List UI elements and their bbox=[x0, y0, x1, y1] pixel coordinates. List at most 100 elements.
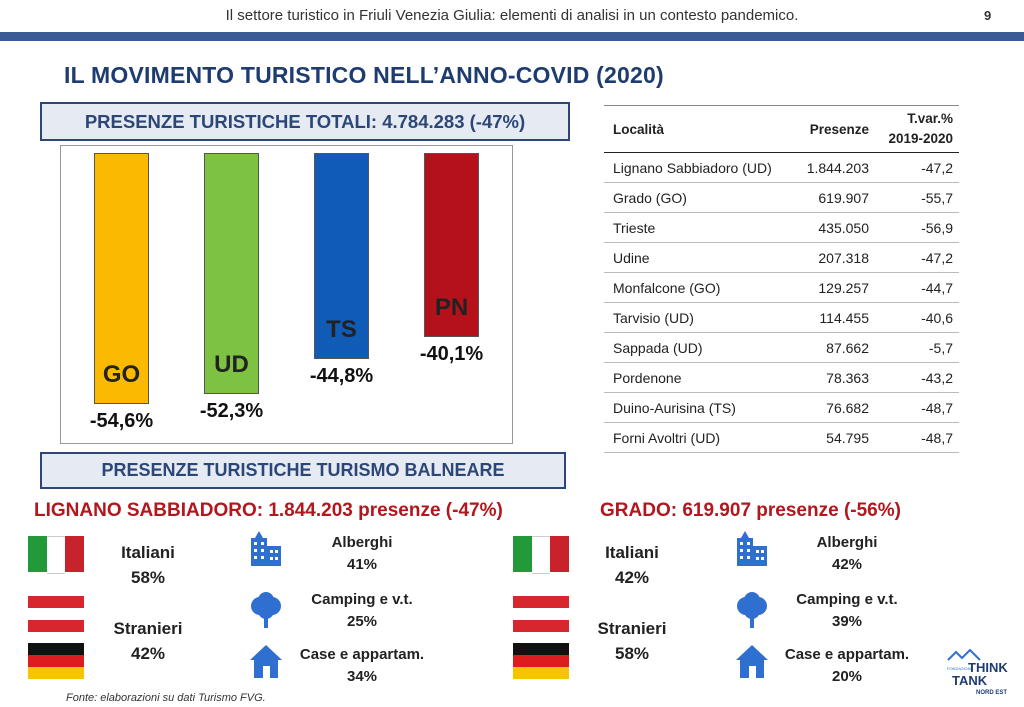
bar-chart: GO -54,6% UD -52,3% TS -44,8% PN -40,1% bbox=[60, 145, 513, 444]
cell-presenze: 129.257 bbox=[799, 272, 869, 303]
cell-localita: Trieste bbox=[604, 212, 799, 243]
italiani-pct: 58% bbox=[130, 568, 166, 587]
bar-ts: TS bbox=[314, 153, 369, 360]
table-row: Lignano Sabbiadoro (UD) 1.844.203 -47,2 bbox=[604, 152, 959, 183]
cell-localita: Monfalcone (GO) bbox=[604, 272, 799, 303]
case-pct: 20% bbox=[831, 668, 863, 685]
stranieri-label: Stranieri bbox=[113, 619, 183, 638]
cell-localita: Pordenone bbox=[604, 362, 799, 393]
bar-go: GO bbox=[94, 153, 149, 405]
bar-value-label: -40,1% bbox=[419, 343, 484, 366]
svg-text:NORD EST: NORD EST bbox=[976, 690, 1007, 696]
bar-category-label: UD bbox=[214, 350, 249, 378]
lignano-title: LIGNANO SABBIADORO: 1.844.203 presenze (… bbox=[34, 500, 503, 521]
italiani-label: Italiani bbox=[121, 543, 175, 562]
austria-flag-icon bbox=[513, 596, 569, 632]
grado-camping: Camping e v.t. 39% bbox=[762, 589, 932, 633]
box-turismo-balneare: PRESENZE TURISTICHE TURISMO BALNEARE bbox=[40, 452, 566, 489]
camping-pct: 25% bbox=[346, 613, 378, 630]
lignano-alberghi: Alberghi 41% bbox=[277, 532, 447, 576]
cell-tvar: -40,6 bbox=[869, 302, 959, 333]
header-localita: Località bbox=[604, 106, 799, 153]
building-icon bbox=[737, 531, 767, 566]
cell-tvar: -44,7 bbox=[869, 272, 959, 303]
stranieri-pct: 58% bbox=[614, 644, 650, 663]
lignano-italiani: Italiani 58% bbox=[96, 540, 200, 590]
alberghi-pct: 42% bbox=[831, 556, 863, 573]
cell-presenze: 78.363 bbox=[799, 362, 869, 393]
grado-alberghi: Alberghi 42% bbox=[762, 532, 932, 576]
stranieri-label: Stranieri bbox=[597, 619, 667, 638]
camping-label: Camping e v.t. bbox=[796, 591, 898, 608]
page-title: IL MOVIMENTO TURISTICO NELL’ANNO-COVID (… bbox=[64, 62, 664, 88]
think-tank-logo: FONDAZIONE THINK TANK NORD EST bbox=[947, 648, 1008, 696]
header-tvar-line1: T.var.% bbox=[907, 111, 953, 126]
alberghi-label: Alberghi bbox=[331, 534, 393, 551]
grado-title: GRADO: 619.907 presenze (-56%) bbox=[600, 500, 901, 521]
cell-tvar: -47,2 bbox=[869, 152, 959, 183]
camping-label: Camping e v.t. bbox=[311, 591, 413, 608]
stranieri-pct: 42% bbox=[130, 644, 166, 663]
tree-icon bbox=[737, 592, 767, 628]
grado-stranieri: Stranieri 58% bbox=[580, 616, 684, 666]
running-title: Il settore turistico in Friuli Venezia G… bbox=[225, 7, 799, 24]
lignano-camping: Camping e v.t. 25% bbox=[277, 589, 447, 633]
cell-localita: Lignano Sabbiadoro (UD) bbox=[604, 152, 799, 183]
cell-localita: Grado (GO) bbox=[604, 182, 799, 213]
table-row: Tarvisio (UD) 114.455 -40,6 bbox=[604, 302, 959, 333]
localita-table: Località Presenze T.var.% 2019-2020 Lign… bbox=[604, 106, 959, 453]
lignano-case: Case e appartam. 34% bbox=[277, 644, 447, 688]
table-row: Duino-Aurisina (TS) 76.682 -48,7 bbox=[604, 392, 959, 423]
bar-category-label: TS bbox=[326, 316, 357, 344]
house-icon bbox=[736, 645, 768, 678]
germany-flag-icon bbox=[513, 643, 569, 679]
grado-italiani: Italiani 42% bbox=[580, 540, 684, 590]
tree-icon bbox=[251, 592, 281, 628]
table-row: Udine 207.318 -47,2 bbox=[604, 242, 959, 273]
bar-value-label: -52,3% bbox=[199, 399, 264, 422]
cell-presenze: 435.050 bbox=[799, 212, 869, 243]
building-icon bbox=[251, 531, 281, 566]
header-bar bbox=[0, 32, 1024, 41]
svg-text:FONDAZIONE: FONDAZIONE bbox=[947, 666, 974, 671]
cell-localita: Forni Avoltri (UD) bbox=[604, 422, 799, 453]
italiani-label: Italiani bbox=[605, 543, 659, 562]
bar-ud: UD bbox=[204, 153, 259, 394]
bar-category-label: PN bbox=[434, 294, 469, 322]
table-row: Sappada (UD) 87.662 -5,7 bbox=[604, 332, 959, 363]
cell-presenze: 207.318 bbox=[799, 242, 869, 273]
table-row: Forni Avoltri (UD) 54.795 -48,7 bbox=[604, 422, 959, 453]
italiani-pct: 42% bbox=[614, 568, 650, 587]
table-row: Monfalcone (GO) 129.257 -44,7 bbox=[604, 272, 959, 303]
cell-localita: Sappada (UD) bbox=[604, 332, 799, 363]
cell-tvar: -56,9 bbox=[869, 212, 959, 243]
svg-text:THINK: THINK bbox=[968, 660, 1008, 675]
italy-flag-icon bbox=[28, 536, 85, 574]
case-label: Case e appartam. bbox=[784, 646, 910, 663]
case-pct: 34% bbox=[346, 668, 378, 685]
grado-case: Case e appartam. 20% bbox=[762, 644, 932, 688]
cell-tvar: -43,2 bbox=[869, 362, 959, 393]
cell-localita: Udine bbox=[604, 242, 799, 273]
header-tvar-line2: 2019-2020 bbox=[888, 131, 953, 146]
table-row: Trieste 435.050 -56,9 bbox=[604, 212, 959, 243]
page-number: 9 bbox=[984, 8, 992, 23]
camping-pct: 39% bbox=[831, 613, 863, 630]
italy-flag-icon bbox=[513, 536, 570, 574]
cell-presenze: 76.682 bbox=[799, 392, 869, 423]
cell-presenze: 1.844.203 bbox=[799, 152, 869, 183]
cell-localita: Duino-Aurisina (TS) bbox=[604, 392, 799, 423]
cell-tvar: -47,2 bbox=[869, 242, 959, 273]
header-presenze: Presenze bbox=[799, 106, 869, 153]
bar-pn: PN bbox=[424, 153, 479, 338]
box-presenze-totali: PRESENZE TURISTICHE TOTALI: 4.784.283 (-… bbox=[40, 102, 570, 141]
svg-text:TANK: TANK bbox=[952, 673, 988, 688]
cell-presenze: 87.662 bbox=[799, 332, 869, 363]
alberghi-label: Alberghi bbox=[816, 534, 878, 551]
case-label: Case e appartam. bbox=[299, 646, 425, 663]
cell-presenze: 54.795 bbox=[799, 422, 869, 453]
cell-tvar: -48,7 bbox=[869, 392, 959, 423]
source-note: Fonte: elaborazioni su dati Turismo FVG. bbox=[66, 692, 266, 704]
table-row: Grado (GO) 619.907 -55,7 bbox=[604, 182, 959, 213]
table-row: Pordenone 78.363 -43,2 bbox=[604, 362, 959, 393]
